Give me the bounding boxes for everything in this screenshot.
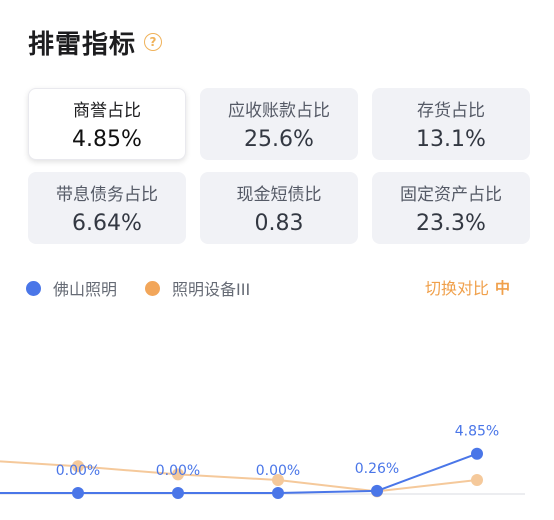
metric-card-receivables[interactable]: 应收账款占比 25.6%	[200, 88, 358, 160]
metric-value: 4.85%	[72, 127, 142, 152]
industry-point	[172, 468, 184, 481]
metric-card-fixed-assets[interactable]: 固定资产占比 23.3%	[372, 172, 530, 244]
data-label: 0.00%	[156, 463, 200, 479]
metric-card-goodwill[interactable]: 商誉占比 4.85%	[28, 88, 186, 160]
help-icon[interactable]: ?	[144, 33, 163, 51]
industry-point	[471, 474, 483, 487]
switch-compare-button[interactable]: 切换对比 中	[425, 275, 510, 299]
legend-dot-icon	[145, 280, 161, 296]
company-point	[471, 447, 483, 460]
metric-card-cash-debt-ratio[interactable]: 现金短债比 0.83	[200, 172, 358, 244]
metric-value: 23.3%	[416, 211, 486, 236]
compare-toggle-icon: 中	[494, 278, 510, 297]
company-point	[272, 487, 284, 499]
legend-item-company[interactable]: 佛山照明	[26, 276, 117, 300]
metric-value: 13.1%	[416, 127, 486, 152]
metric-label: 带息债务占比	[56, 185, 158, 205]
chart-legend: 佛山照明 照明设备III	[26, 276, 278, 300]
line-chart: 0.00% 0.00% 0.00% 0.26% 4.85%	[0, 424, 525, 499]
metrics-grid: 商誉占比 4.85% 应收账款占比 25.6% 存货占比 13.1% 带息债务占…	[28, 88, 530, 244]
company-point	[172, 487, 184, 499]
page-title: 排雷指标	[28, 29, 137, 60]
switch-compare-label: 切换对比	[424, 279, 489, 298]
metric-label: 存货占比	[417, 101, 485, 121]
data-label: 4.85%	[455, 424, 499, 440]
metric-value: 25.6%	[244, 127, 314, 152]
metric-card-interest-debt[interactable]: 带息债务占比 6.64%	[28, 172, 186, 244]
company-point	[371, 484, 383, 497]
series-line-company	[0, 452, 478, 494]
data-label: 0.00%	[56, 463, 100, 479]
industry-point	[272, 474, 284, 487]
industry-point	[72, 460, 84, 473]
legend-label: 照明设备III	[172, 280, 251, 299]
data-label: 0.00%	[256, 463, 300, 479]
metric-value: 0.83	[254, 211, 304, 236]
metric-value: 6.64%	[72, 211, 142, 236]
title-row: 排雷指标 ?	[28, 22, 163, 62]
metric-label: 现金短债比	[236, 185, 322, 205]
metric-label: 固定资产占比	[400, 185, 502, 205]
legend-item-industry[interactable]: 照明设备III	[145, 276, 250, 300]
series-line-industry	[0, 460, 478, 493]
legend-dot-icon	[26, 280, 41, 296]
legend-label: 佛山照明	[53, 280, 118, 299]
metric-label: 商誉占比	[73, 101, 141, 121]
company-point	[72, 487, 84, 499]
data-label: 0.26%	[355, 461, 399, 477]
metric-card-inventory[interactable]: 存货占比 13.1%	[372, 88, 530, 160]
metric-label: 应收账款占比	[228, 101, 330, 121]
